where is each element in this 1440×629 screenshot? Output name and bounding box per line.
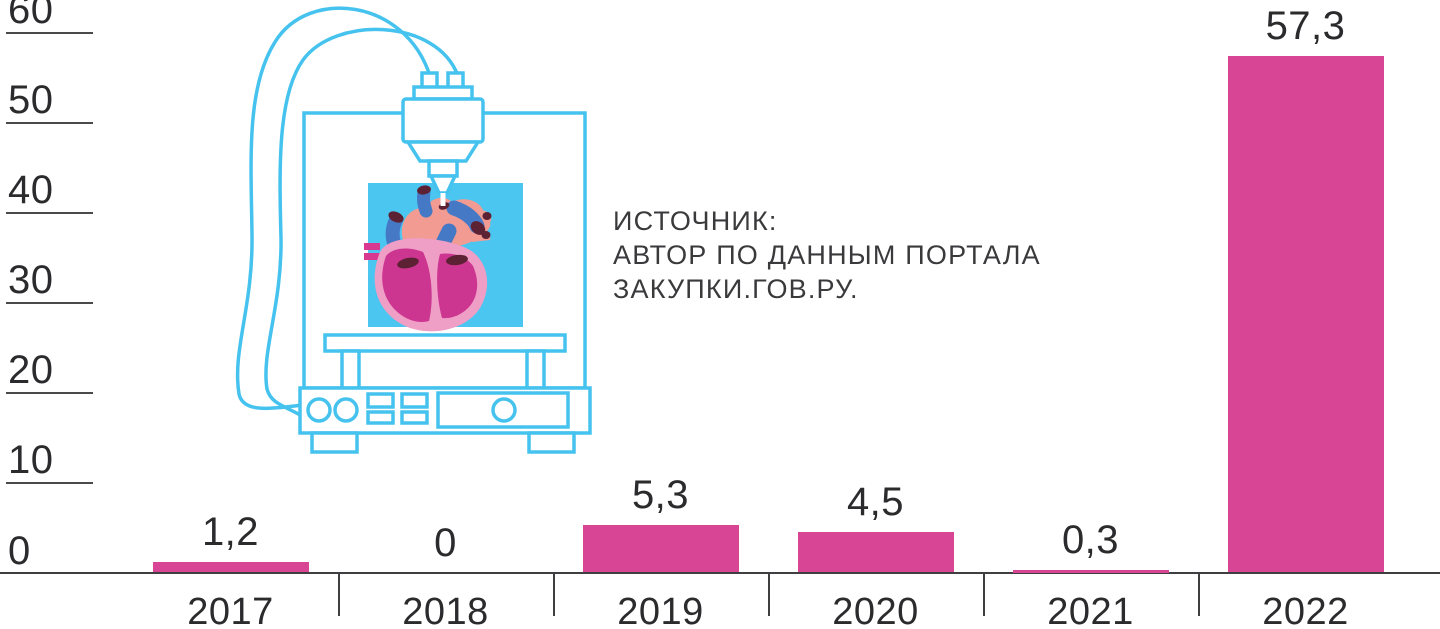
source-note-line: ИСТОЧНИК:	[613, 206, 778, 236]
x-axis-label: 2020	[832, 591, 919, 629]
x-axis-tick	[768, 574, 770, 616]
source-note-line: ЗАКУПКИ.ГОВ.РУ.	[613, 274, 859, 304]
y-gridline-stub	[6, 121, 93, 124]
y-axis-label: 20	[8, 348, 54, 393]
x-axis-tick	[983, 574, 985, 616]
y-gridline-stub	[6, 392, 93, 395]
y-axis-label: 40	[8, 167, 54, 212]
bar	[797, 531, 954, 573]
bar-value-label: 4,5	[846, 479, 905, 524]
printer-base	[298, 333, 592, 454]
bar-value-label: 0	[434, 520, 457, 565]
source-note: ИСТОЧНИК: АВТОР ПО ДАННЫМ ПОРТАЛА ЗАКУПК…	[613, 204, 1041, 306]
bar-value-label: 57,3	[1265, 3, 1346, 48]
y-gridline-stub	[6, 31, 93, 34]
printer-extruder	[401, 71, 485, 206]
bar	[152, 561, 309, 573]
x-axis-tick	[1198, 574, 1200, 616]
bar	[1227, 55, 1384, 573]
y-gridline-stub	[6, 482, 93, 485]
y-gridline-stub	[6, 211, 93, 214]
printer-tube	[235, 6, 460, 418]
y-axis-label: 50	[8, 77, 54, 122]
y-gridline-stub	[6, 302, 93, 304]
source-note-line: АВТОР ПО ДАННЫМ ПОРТАЛА	[613, 240, 1041, 270]
bar-value-label: 5,3	[631, 472, 690, 517]
heart-illustration	[364, 185, 492, 332]
x-axis-label: 2018	[402, 591, 489, 629]
bar	[1012, 569, 1169, 573]
x-axis-line	[0, 571, 1440, 574]
x-axis-tick	[338, 574, 340, 616]
y-axis-label: 30	[8, 258, 54, 302]
printer-illustration	[235, 6, 592, 454]
y-axis-label: 0	[8, 528, 31, 573]
x-axis-label: 2021	[1047, 591, 1134, 629]
bar-value-label: 0,3	[1061, 517, 1120, 562]
x-axis-label: 2019	[617, 591, 704, 629]
bar	[582, 524, 739, 573]
y-axis-label: 10	[8, 438, 54, 483]
x-axis-tick	[553, 574, 555, 616]
bar-value-label: 1,2	[201, 509, 260, 554]
x-axis-label: 2022	[1262, 591, 1349, 629]
y-axis-label: 60	[8, 0, 54, 32]
x-axis-label: 2017	[187, 591, 274, 629]
